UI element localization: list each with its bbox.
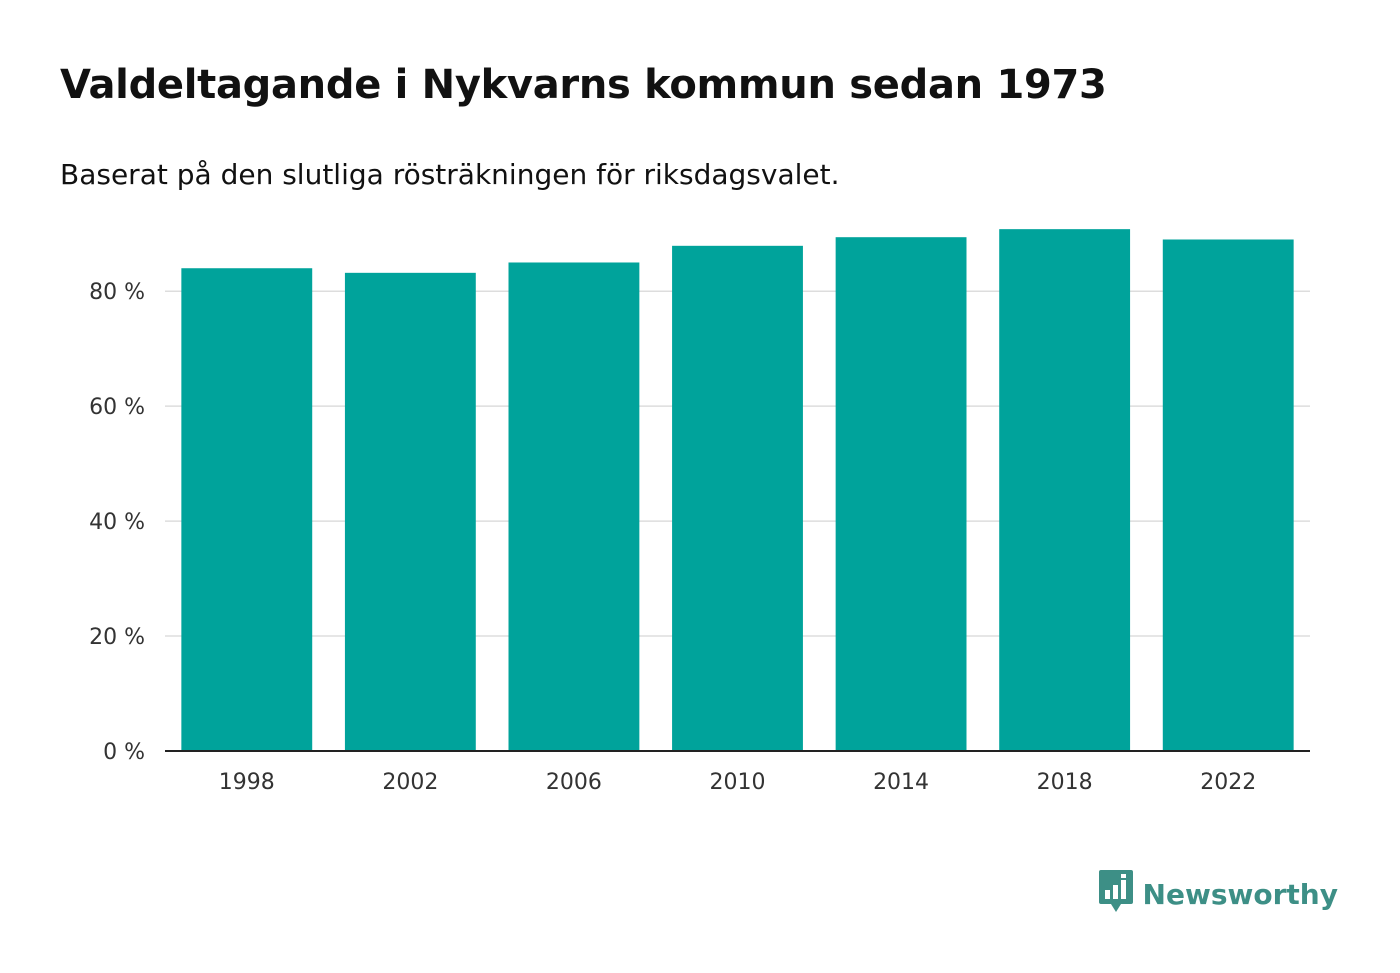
y-tick-label: 0 % [103,740,145,765]
bars [181,229,1294,752]
axes: 0 % 20 % 40 % 60 % 80 % 1998 2002 2006 2010 2014 2… [89,280,1310,795]
bar-1998 [181,268,313,751]
bar-2006 [508,262,640,751]
logo-text: Newsworthy [1142,877,1338,911]
x-tick-label: 2014 [873,770,929,795]
y-tick-label: 80 % [89,280,145,305]
chart-speech-bubble-icon [1098,870,1133,918]
x-tick-label: 2006 [546,770,602,795]
x-tick-label: 1998 [219,770,275,795]
y-tick-label: 20 % [89,625,145,650]
chart-subtitle: Baserat på den slutliga rösträkningen fö… [60,158,840,191]
x-tick-label: 2018 [1037,770,1093,795]
x-tick-label: 2022 [1200,770,1256,795]
bar-2002 [344,272,476,751]
bar-2010 [672,245,803,752]
y-tick-label: 40 % [89,510,145,535]
chart-title: Valdeltagande i Nykvarns kommun sedan 19… [60,62,1107,108]
bar-2018 [999,229,1131,752]
newsworthy-logo: Newsworthy [1098,870,1338,918]
y-tick-label: 60 % [89,395,145,420]
x-tick-label: 2010 [710,770,766,795]
x-tick-label: 2002 [382,770,438,795]
bar-2014 [835,237,967,751]
bar-2022 [1162,239,1294,751]
